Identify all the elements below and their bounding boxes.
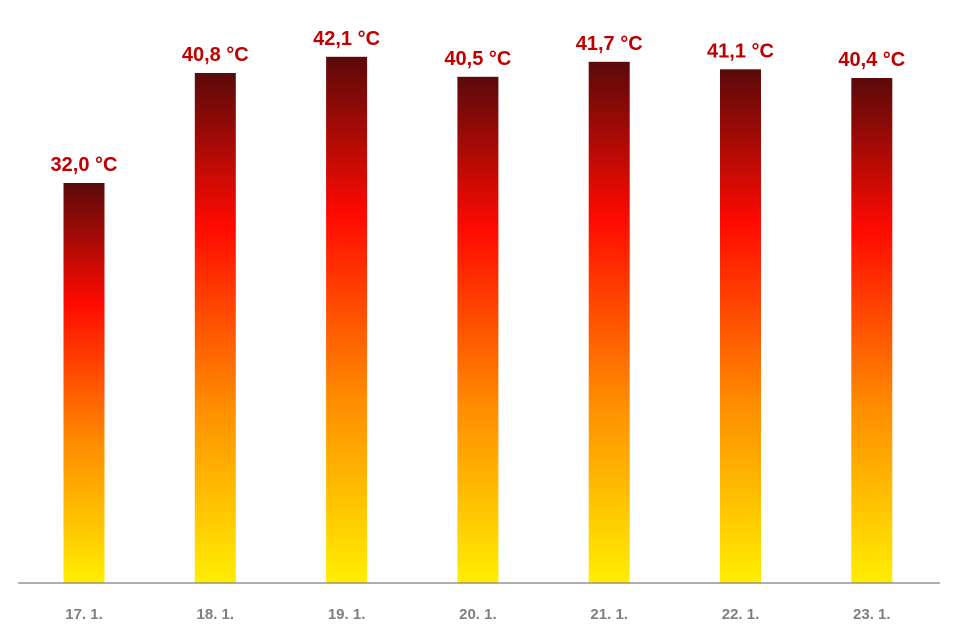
x-tick-label-3: 19. 1. [328,606,366,623]
bar-4 [457,76,499,584]
x-tick-label-4: 20. 1. [459,606,497,623]
x-tick-label-5: 21. 1. [590,606,628,623]
x-tick-label-1: 17. 1. [65,606,103,623]
data-label-2: 40,8 °C [182,44,249,66]
data-label-4: 40,5 °C [444,48,511,70]
data-label-1: 32,0 °C [51,154,118,176]
x-tick-label-7: 23. 1. [853,606,891,623]
bar-3 [326,56,368,584]
bar-1 [63,183,105,583]
x-tick-label-6: 22. 1. [722,606,760,623]
x-tick-labels-layer: 17. 1. 18. 1. 19. 1. 20. 1. 21. 1. 22. 1. 23. … [65,606,890,623]
data-label-5: 41,7 °C [576,33,643,55]
bar-6 [720,69,761,584]
data-label-6: 41,1 °C [707,40,774,62]
bar-5 [588,61,630,584]
bar-2 [194,73,236,583]
data-label-3: 42,1 °C [313,28,380,50]
x-tick-label-2: 18. 1. [197,606,235,623]
bars-layer [63,56,893,584]
data-label-7: 40,4 °C [838,49,905,71]
data-labels-layer: 32,0 °C 40,8 °C 42,1 °C 40,5 °C 41,7 °C 41,1 … [51,28,906,176]
bar-7 [851,78,893,583]
